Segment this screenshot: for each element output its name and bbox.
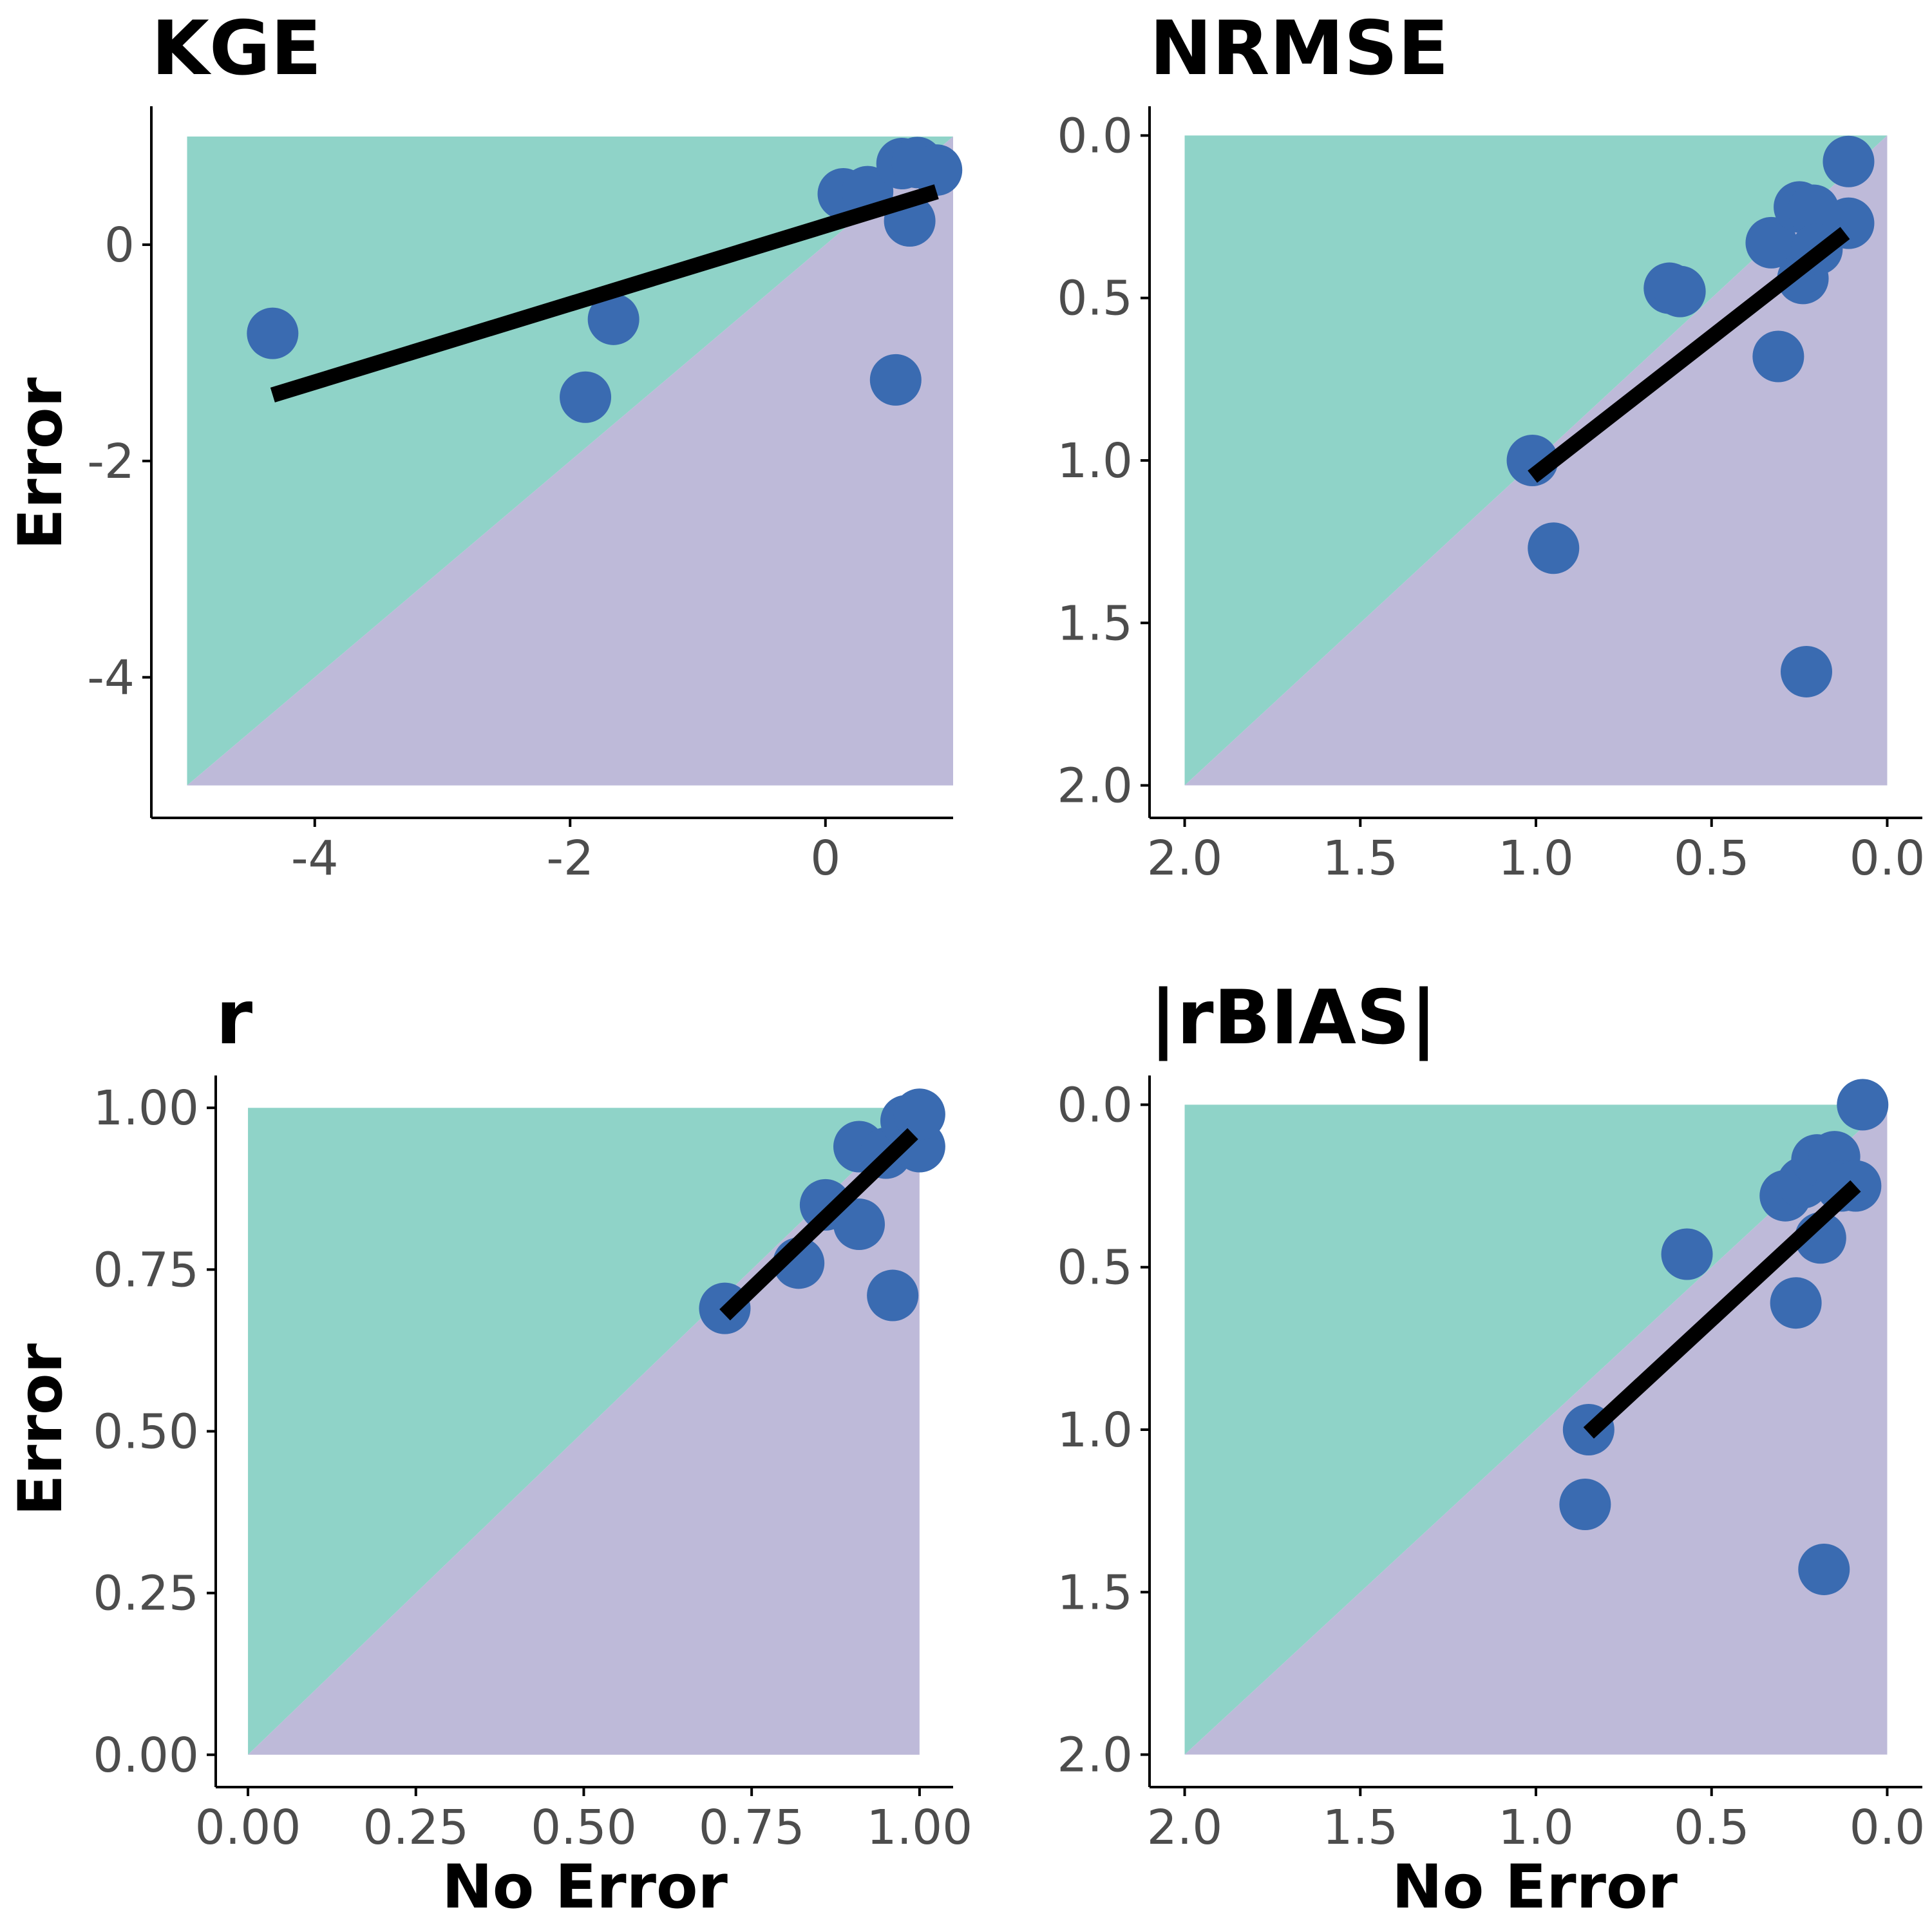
x-tick-label: 0.50	[531, 1800, 637, 1855]
x-tick-label: 0.00	[195, 1800, 301, 1855]
data-point	[869, 354, 922, 406]
y-tick-label: -4	[87, 650, 135, 706]
data-point	[1770, 1277, 1822, 1329]
y-tick-label: 1.5	[1057, 596, 1133, 651]
y-tick-label: 0.00	[93, 1728, 199, 1783]
y-tick-label: 0.0	[1057, 108, 1133, 164]
panel-kge: KGE -4 -2 0 0 -2 -4	[87, 5, 963, 886]
y-tick-label: 1.0	[1057, 433, 1133, 489]
y-tick-label: 1.0	[1057, 1403, 1133, 1458]
y-tick-label: 0.75	[93, 1242, 199, 1298]
region-upper-r	[248, 1108, 920, 1755]
y-tick-label: 0.25	[93, 1566, 199, 1622]
region-lower-r	[248, 1108, 920, 1755]
data-point	[1823, 135, 1875, 187]
data-point	[560, 371, 612, 423]
x-axis-title-left: No Error	[442, 1852, 728, 1922]
data-point	[1559, 1479, 1611, 1531]
fit-line-rbias	[1583, 1180, 1861, 1439]
region-upper-rbias	[1184, 1104, 1888, 1755]
data-point	[1654, 265, 1706, 317]
x-tick-label: 0.75	[699, 1800, 805, 1855]
y-tick-label: 0.0	[1057, 1077, 1133, 1133]
x-tick-label: 0.5	[1674, 1800, 1750, 1855]
data-point	[893, 1088, 945, 1141]
panel-r: r 0.00 0.25 0.50 0.75 1.00 1.00 0.75 0.50 0.25 0.…	[93, 974, 972, 1855]
y-tick-label: 1.5	[1057, 1565, 1133, 1620]
y-tick-label: -2	[87, 434, 135, 489]
x-tick-label: 0.25	[363, 1800, 469, 1855]
region-lower-rbias	[1184, 1104, 1888, 1755]
panel-rbias: |rBIAS| 2.0 1.5 1.0 0.5 0.0 0.0 0.5 1.0 1.5 2.0	[1057, 974, 1925, 1855]
x-tick-label: -4	[291, 831, 339, 886]
data-point	[1745, 216, 1797, 269]
data-point	[247, 307, 299, 359]
x-tick-label: 1.0	[1498, 831, 1574, 886]
y-tick-label: 2.0	[1057, 1728, 1133, 1783]
y-tick-label: 0.5	[1057, 1240, 1133, 1296]
y-axis-title-top: Error	[6, 377, 76, 550]
data-point	[833, 1198, 886, 1251]
data-point	[587, 293, 639, 345]
x-tick-label: 1.5	[1322, 1800, 1398, 1855]
y-tick-label: 1.00	[93, 1081, 199, 1136]
fit-line-nrmse	[1528, 227, 1850, 483]
x-tick-label: 0.0	[1850, 831, 1926, 886]
x-tick-label: 0	[810, 831, 840, 886]
data-point	[1781, 645, 1832, 697]
panel-title-nrmse: NRMSE	[1150, 5, 1449, 92]
x-axis-title-right: No Error	[1392, 1852, 1678, 1922]
x-tick-label: 1.0	[1498, 1800, 1574, 1855]
fit-line-r	[719, 1128, 918, 1321]
data-point	[1798, 1543, 1850, 1595]
data-point	[1661, 1228, 1713, 1280]
panel-title-rbias: |rBIAS|	[1150, 974, 1437, 1061]
region-lower-kge	[187, 137, 954, 786]
data-point	[1837, 1079, 1889, 1131]
x-tick-label: 2.0	[1147, 1800, 1223, 1855]
panel-title-r: r	[216, 974, 252, 1061]
data-point	[867, 1269, 919, 1321]
y-axis-title-bottom: Error	[6, 1343, 76, 1516]
x-tick-label: 1.00	[866, 1800, 972, 1855]
y-tick-label: 0	[104, 218, 135, 273]
x-tick-label: 2.0	[1147, 831, 1223, 886]
y-tick-label: 2.0	[1057, 759, 1133, 814]
data-point	[1528, 522, 1580, 574]
data-point	[911, 144, 963, 196]
x-tick-label: 1.5	[1322, 831, 1398, 886]
y-tick-label: 0.50	[93, 1405, 199, 1460]
panel-title-kge: KGE	[151, 5, 321, 92]
x-tick-label: 0.0	[1850, 1800, 1926, 1855]
fit-line-kge	[270, 184, 939, 402]
x-tick-label: -2	[546, 831, 594, 886]
panel-nrmse: NRMSE 2.0 1.5 1.0 0.5 0.0 0.0 0.5 1.0 1.5 2.0	[1057, 5, 1925, 886]
data-point	[1752, 330, 1804, 383]
x-tick-label: 0.5	[1674, 831, 1750, 886]
y-tick-label: 0.5	[1057, 271, 1133, 327]
